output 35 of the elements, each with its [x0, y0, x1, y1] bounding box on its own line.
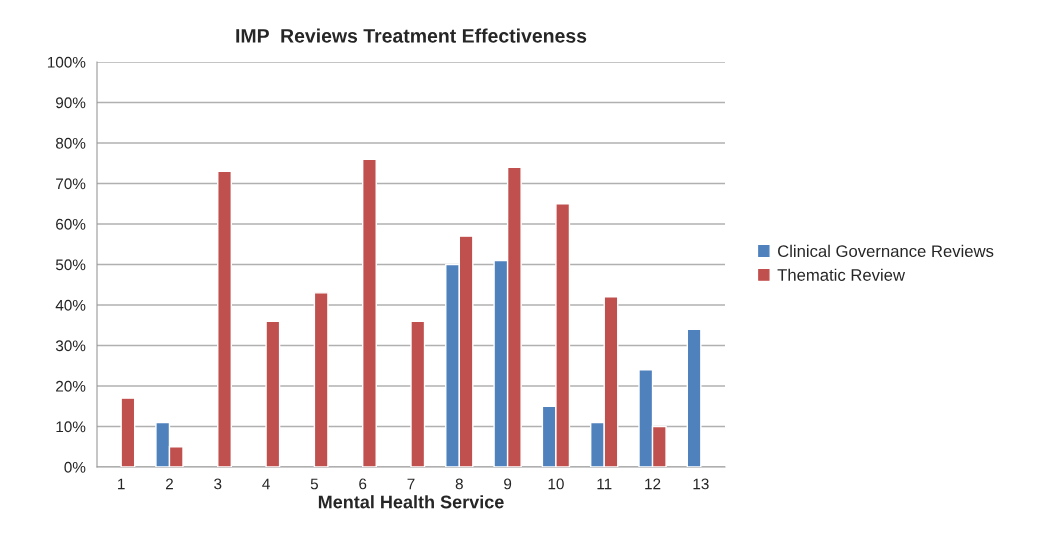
x-tick-label: 10	[548, 478, 564, 490]
y-tick-label: 40%	[55, 299, 86, 311]
x-tick-label: 8	[455, 478, 463, 490]
y-tick-label: 90%	[56, 97, 86, 109]
bar	[265, 320, 281, 467]
x-tick-label: 13	[693, 478, 709, 490]
y-tick-label: 10%	[56, 421, 86, 433]
x-tick-label: 5	[310, 478, 318, 490]
x-tick-label: 1	[118, 478, 125, 490]
x-tick-label: 7	[407, 478, 415, 490]
bar	[313, 292, 329, 467]
bar	[120, 397, 136, 467]
bar	[361, 158, 377, 467]
y-tick-label: 30%	[55, 340, 86, 352]
chart-title: IMP Reviews Treatment Effectiveness	[236, 28, 587, 43]
x-tick-label: 3	[214, 478, 222, 490]
x-tick-label: 4	[262, 478, 270, 490]
legend-label: Thematic Review	[777, 268, 906, 281]
y-tick-label: 80%	[55, 137, 86, 149]
y-tick-label: 60%	[56, 218, 86, 230]
bar	[217, 170, 232, 467]
y-tick-label: 0%	[64, 461, 86, 473]
legend-label: Clinical Governance Reviews	[778, 244, 994, 258]
x-axis-title: Mental Health Service	[318, 495, 504, 509]
bar	[410, 320, 426, 467]
bar	[686, 328, 702, 467]
x-tick-label: 6	[359, 478, 367, 490]
y-tick-label: 50%	[55, 259, 86, 271]
x-tick-label: 9	[504, 478, 512, 490]
x-tick-label: 11	[597, 478, 612, 490]
x-tick-label: 12	[645, 478, 661, 490]
x-tick-label: 2	[165, 478, 173, 490]
y-tick-label: 100%	[47, 56, 86, 68]
y-tick-label: 70%	[56, 178, 86, 190]
y-tick-label: 20%	[56, 380, 86, 392]
